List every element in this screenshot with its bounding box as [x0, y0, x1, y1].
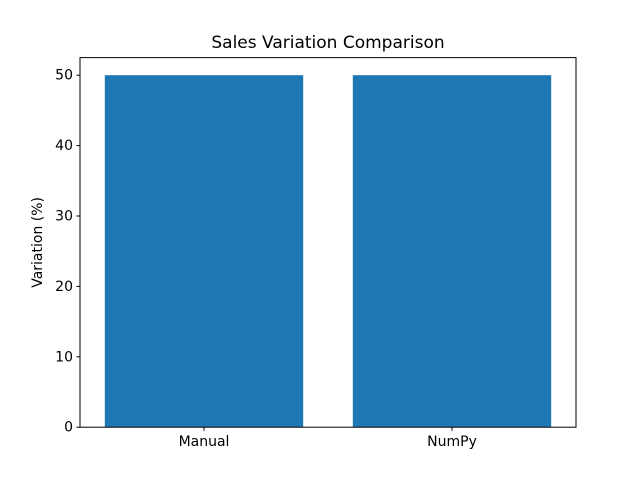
y-tick-label: 20	[55, 279, 73, 295]
plot-area: 0 10 20 30 40 50 Manual NumPy	[55, 57, 577, 450]
y-tick-label: 0	[64, 420, 73, 436]
x-tick-label-numpy: NumPy	[427, 434, 477, 450]
y-tick-label: 10	[55, 349, 73, 365]
x-tick-label-manual: Manual	[179, 434, 230, 450]
bar-manual	[104, 75, 304, 428]
axes-frame	[79, 57, 577, 428]
bar-numpy	[352, 75, 552, 428]
chart-title: Sales Variation Comparison	[211, 33, 444, 53]
y-tick-label: 50	[55, 68, 73, 84]
y-tick-label: 40	[55, 138, 73, 154]
y-axis-label: Variation (%)	[30, 197, 46, 288]
y-tick-label: 30	[55, 208, 73, 224]
